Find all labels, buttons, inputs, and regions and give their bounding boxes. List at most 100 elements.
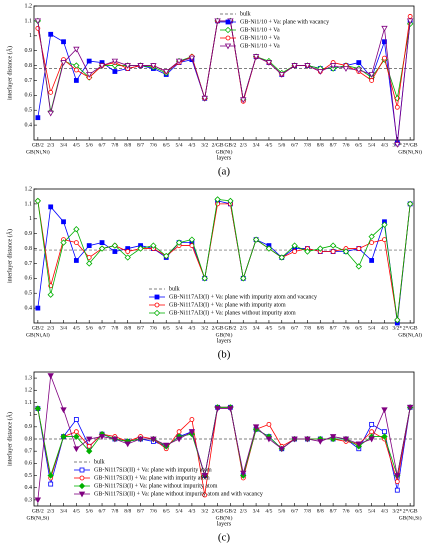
marker: [369, 421, 375, 427]
marker: [98, 63, 106, 69]
x-tick-label: 3/4: [60, 325, 67, 331]
marker: [60, 239, 67, 246]
marker: [265, 245, 273, 252]
marker: [394, 316, 401, 324]
marker: [150, 242, 157, 249]
marker: [86, 260, 93, 267]
marker: [86, 448, 93, 455]
x-tick-label: 4/5: [265, 325, 272, 331]
marker: [291, 63, 298, 69]
marker: [47, 291, 54, 298]
marker: [47, 472, 54, 479]
marker: [48, 31, 54, 37]
marker: [124, 254, 131, 261]
x-tick-label: 8/8: [317, 508, 324, 514]
marker: [189, 417, 195, 422]
plot-frame: [33, 5, 415, 141]
y-tick-label: 0.4: [25, 122, 33, 128]
marker: [60, 60, 67, 66]
y-tick-label: 0.9: [25, 424, 33, 430]
marker: [252, 424, 260, 431]
marker: [60, 407, 67, 414]
x-tick-label: 2/3: [240, 325, 247, 331]
marker: [98, 245, 106, 252]
marker: [368, 436, 375, 443]
x-tick-label: 7/8: [111, 142, 118, 148]
x-tick-label: 3/4: [253, 325, 260, 331]
marker: [73, 417, 79, 422]
marker: [329, 242, 337, 249]
legend-label: GB-Ni117Si3(II) + Va: plane with impurit…: [94, 466, 212, 473]
legend-label: GB-Ni1/10 + Va: plane with vacancy: [240, 19, 329, 25]
series: [34, 17, 414, 115]
marker: [394, 487, 400, 493]
marker: [111, 436, 119, 443]
x-tick-label: 4/5: [265, 508, 272, 514]
marker: [201, 473, 208, 479]
marker: [112, 249, 118, 254]
x-tick-label: 5/4: [176, 508, 183, 514]
marker: [78, 491, 86, 498]
marker: [224, 43, 232, 50]
series-line: [37, 20, 411, 144]
x-tick-label: 5/6: [86, 325, 93, 331]
marker: [355, 441, 362, 448]
caption: (a): [218, 166, 231, 178]
marker: [252, 54, 260, 60]
marker: [265, 60, 273, 66]
x-tick-label: 5/6: [86, 142, 93, 148]
marker: [73, 240, 79, 246]
x-tick-label: 5/6: [86, 508, 93, 514]
marker: [240, 470, 247, 477]
x-tick-label: 3/2: [201, 508, 208, 514]
marker: [35, 115, 41, 121]
x-tick-label: 8/8: [124, 508, 131, 514]
x-tick-label: 2*/GB: [403, 142, 418, 148]
marker: [381, 25, 388, 32]
marker: [240, 97, 247, 104]
x-tick-label: 6/7: [291, 142, 298, 148]
marker: [153, 309, 161, 317]
marker: [188, 429, 196, 436]
caption: (b): [218, 349, 231, 361]
x-tick-label: 7/6: [342, 508, 349, 514]
marker: [369, 240, 375, 246]
series-line: [37, 20, 411, 145]
marker: [111, 242, 119, 249]
series: [34, 373, 414, 504]
marker: [355, 263, 362, 270]
marker: [202, 492, 208, 498]
x-tick-label: 5/4: [176, 325, 183, 331]
x-tick-label: 8/7: [137, 325, 144, 331]
marker: [163, 69, 170, 75]
marker: [188, 55, 196, 62]
series-line: [37, 20, 411, 112]
x-tick-label: 2/3: [47, 142, 54, 148]
marker: [381, 433, 388, 440]
marker: [34, 497, 42, 504]
x-tick-label: 8/7: [137, 508, 144, 514]
marker: [317, 245, 324, 252]
x-tick-label: 5/6: [278, 508, 285, 514]
marker: [73, 226, 80, 233]
marker: [406, 18, 414, 25]
marker: [406, 200, 414, 208]
marker: [86, 72, 93, 78]
series-line: [37, 198, 411, 321]
x-tick-label: 8/7: [137, 142, 144, 148]
marker: [175, 436, 183, 443]
marker: [175, 239, 183, 246]
x-tick-label: GB/2: [32, 508, 44, 514]
x-tick-label: 6/5: [355, 142, 362, 148]
marker: [47, 373, 54, 379]
y-tick-label: 0.7: [25, 449, 33, 455]
marker: [61, 219, 66, 225]
marker: [99, 240, 105, 246]
marker: [278, 254, 285, 261]
marker: [150, 436, 157, 443]
marker: [34, 405, 42, 412]
y-tick-label: 1.1: [25, 18, 33, 24]
marker: [342, 66, 350, 72]
